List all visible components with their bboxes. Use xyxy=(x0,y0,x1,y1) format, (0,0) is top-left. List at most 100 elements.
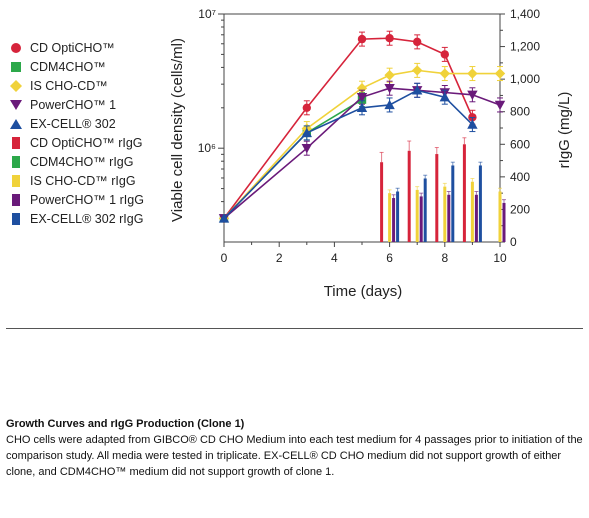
x-axis-label: Time (days) xyxy=(324,283,403,300)
rigg-bar xyxy=(470,181,474,242)
data-point xyxy=(440,50,449,59)
legend-item: EX-CELL® 302 xyxy=(8,114,144,133)
figure-caption: Growth Curves and rIgG Production (Clone… xyxy=(6,416,586,480)
legend-item: EX-CELL® 302 rIgG xyxy=(8,209,144,228)
caption-body: CHO cells were adapted from GIBCO® CD CH… xyxy=(6,434,583,478)
rigg-bar xyxy=(415,189,419,242)
y-right-axis-label: rIgG (mg/L) xyxy=(556,92,573,169)
y-left-tick-label: 10⁶ xyxy=(198,141,216,155)
legend-item: IS CHO-CD™ rIgG xyxy=(8,171,144,190)
x-tick-label: 8 xyxy=(441,251,448,265)
square-marker-icon xyxy=(8,61,24,73)
legend-label: EX-CELL® 302 xyxy=(30,116,116,131)
data-point xyxy=(356,92,368,103)
chart-axes: 0 2 4 6 8 10 10⁶ 10⁷ 0 200 400 600 800 1,000 1,200 1,40… xyxy=(198,7,541,265)
y-right-tick-label: 200 xyxy=(510,202,530,216)
legend-label: IS CHO-CD™ rIgG xyxy=(30,173,136,188)
rigg-bar xyxy=(478,165,482,242)
series-line xyxy=(223,87,501,219)
legend-item: CDM4CHO™ xyxy=(8,57,144,76)
data-point xyxy=(494,100,506,111)
x-tick-label: 6 xyxy=(386,251,393,265)
series-line xyxy=(223,37,474,219)
y-right-tick-label: 1,000 xyxy=(510,72,540,86)
legend-item: IS CHO-CD™ xyxy=(8,76,144,95)
data-point xyxy=(357,34,367,44)
data-point xyxy=(412,65,423,76)
data-point xyxy=(356,82,368,94)
data-point xyxy=(494,68,506,79)
rigg-bar xyxy=(380,162,384,242)
y-left-tick-label: 10⁷ xyxy=(198,7,216,21)
bar-swatch-icon xyxy=(8,155,24,168)
data-point xyxy=(467,90,478,100)
rigg-bar xyxy=(388,193,392,242)
x-tick-label: 0 xyxy=(221,251,228,265)
data-point xyxy=(412,85,423,95)
legend-label: EX-CELL® 302 rIgG xyxy=(30,211,144,226)
y-right-tick-label: 1,200 xyxy=(510,40,540,54)
rigg-bar xyxy=(419,196,423,242)
diamond-marker-icon xyxy=(8,79,24,92)
triangle-down-marker-icon xyxy=(8,99,24,111)
data-point xyxy=(439,91,450,102)
rigg-bars xyxy=(379,137,506,242)
data-point xyxy=(302,103,311,113)
data-point xyxy=(301,127,312,138)
rigg-bar xyxy=(392,198,396,242)
legend-label: CDM4CHO™ rIgG xyxy=(30,154,134,169)
rigg-bar xyxy=(462,144,466,242)
legend-label: IS CHO-CD™ xyxy=(30,78,108,93)
rigg-bar xyxy=(447,194,451,242)
x-tick-label: 2 xyxy=(276,251,283,265)
legend-item: PowerCHO™ 1 xyxy=(8,95,144,114)
y-left-axis-label: Viable cell density (cells/ml) xyxy=(169,38,186,222)
legend-label: PowerCHO™ 1 rIgG xyxy=(30,192,144,207)
rigg-bar xyxy=(396,191,400,242)
cell-density-lines xyxy=(218,30,506,224)
legend-label: CD OptiCHO™ rIgG xyxy=(30,135,143,150)
x-tick-label: 10 xyxy=(493,251,507,265)
bar-swatch-icon xyxy=(8,174,24,187)
rigg-bar xyxy=(423,178,427,242)
caption-title: Growth Curves and rIgG Production (Clone… xyxy=(6,418,245,430)
bar-swatch-icon xyxy=(8,136,24,149)
legend-item: CDM4CHO™ rIgG xyxy=(8,152,144,171)
y-right-tick-label: 800 xyxy=(510,105,530,119)
data-point xyxy=(413,37,422,47)
data-point xyxy=(356,102,368,113)
data-point xyxy=(384,83,395,94)
y-right-tick-label: 1,400 xyxy=(510,7,540,21)
legend-label: PowerCHO™ 1 xyxy=(30,97,117,112)
rigg-bar xyxy=(474,194,478,242)
rigg-bar xyxy=(435,154,439,242)
y-right-tick-label: 400 xyxy=(510,170,530,184)
y-right-tick-label: 0 xyxy=(510,235,517,249)
x-tick-label: 4 xyxy=(331,251,338,265)
rigg-bar xyxy=(443,186,447,242)
legend-label: CDM4CHO™ xyxy=(30,59,106,74)
y-right-tick-label: 600 xyxy=(510,137,530,151)
data-point xyxy=(467,119,478,129)
rigg-bar xyxy=(451,165,455,242)
rigg-bar xyxy=(498,191,502,242)
divider xyxy=(6,328,583,329)
legend-item: CD OptiCHO™ xyxy=(8,38,144,57)
bar-swatch-icon xyxy=(8,212,24,225)
rigg-bar xyxy=(502,202,506,242)
data-point xyxy=(439,68,450,79)
data-point xyxy=(384,69,395,81)
rigg-bar xyxy=(407,150,411,242)
growth-chart: 0 2 4 6 8 10 10⁶ 10⁷ 0 200 400 600 800 1,000 1,200 1,40… xyxy=(169,7,573,300)
legend-item: CD OptiCHO™ rIgG xyxy=(8,133,144,152)
legend-item: PowerCHO™ 1 rIgG xyxy=(8,190,144,209)
data-point xyxy=(218,213,230,223)
circle-marker-icon xyxy=(8,42,24,54)
plot-frame xyxy=(223,13,501,243)
data-point xyxy=(301,143,312,154)
chart-legend: CD OptiCHO™ CDM4CHO™ IS CHO-CD™ PowerCHO™ 1… xyxy=(8,38,144,228)
data-point xyxy=(385,34,394,43)
bar-swatch-icon xyxy=(8,193,24,206)
data-point xyxy=(384,99,395,110)
triangle-up-marker-icon xyxy=(8,118,24,130)
